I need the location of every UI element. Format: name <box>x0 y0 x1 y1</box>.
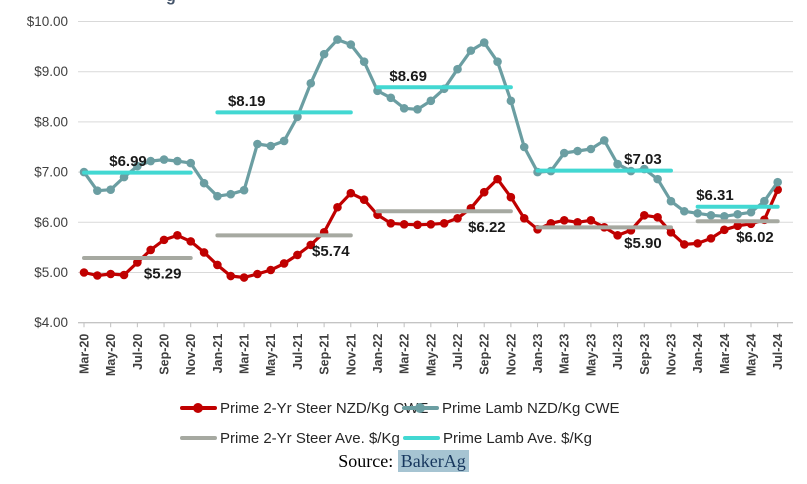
svg-text:$5.29: $5.29 <box>144 265 182 282</box>
svg-text:Sep-20: Sep-20 <box>158 334 172 375</box>
svg-text:$6.22: $6.22 <box>468 219 506 236</box>
svg-text:$6.99: $6.99 <box>109 153 147 170</box>
average-line-labels: $5.29 $5.74 $6.22 $5.90 $6.02 $6.99 $8.19 $8.69… <box>109 68 774 283</box>
svg-text:May-20: May-20 <box>104 334 118 376</box>
svg-text:Jul-24: Jul-24 <box>771 334 785 370</box>
svg-text:Nov-22: Nov-22 <box>504 334 518 376</box>
svg-text:Jul-21: Jul-21 <box>291 334 305 370</box>
svg-text:$7.03: $7.03 <box>624 151 662 168</box>
svg-text:Sep-23: Sep-23 <box>638 334 652 375</box>
steer-average-swatch-icon <box>180 429 217 447</box>
gridlines <box>78 21 793 324</box>
svg-text:$8.00: $8.00 <box>34 114 68 129</box>
svg-text:May-24: May-24 <box>745 334 759 376</box>
steer-series-swatch-icon <box>180 399 217 417</box>
svg-text:$8.69: $8.69 <box>389 68 427 85</box>
svg-text:Jan-21: Jan-21 <box>211 334 225 374</box>
svg-text:Nov-23: Nov-23 <box>664 334 678 376</box>
svg-text:Sep-21: Sep-21 <box>318 334 332 375</box>
svg-text:$7.00: $7.00 <box>34 165 68 180</box>
svg-text:Jan-24: Jan-24 <box>691 334 705 374</box>
price-line-chart: $10.00 $9.00 $8.00 $7.00 $6.00 $5.00 $4.00 Mar-… <box>27 14 793 376</box>
svg-text:Mar-23: Mar-23 <box>558 334 572 374</box>
svg-text:Mar-20: Mar-20 <box>78 334 92 374</box>
legend-item-lamb-average: Prime Lamb Ave. $/Kg <box>403 429 592 447</box>
svg-text:$9.00: $9.00 <box>34 64 68 79</box>
svg-text:$6.00: $6.00 <box>34 215 68 230</box>
svg-text:$6.02: $6.02 <box>736 229 774 246</box>
legend-item-steer-series: Prime 2-Yr Steer NZD/Kg CWE <box>180 399 428 417</box>
svg-text:$5.74: $5.74 <box>312 243 350 260</box>
legend-dot-shape <box>415 403 425 413</box>
svg-text:Nov-21: Nov-21 <box>344 334 358 376</box>
legend-line-shape <box>180 436 217 440</box>
svg-text:Jul-20: Jul-20 <box>131 334 145 370</box>
svg-text:Mar-24: Mar-24 <box>718 334 732 374</box>
legend-dot-shape <box>193 403 203 413</box>
svg-text:Jan-23: Jan-23 <box>531 334 545 374</box>
svg-text:Jan-22: Jan-22 <box>371 334 385 374</box>
legend-line-shape <box>403 436 440 440</box>
lamb-series <box>79 35 782 221</box>
svg-text:$4.00: $4.00 <box>34 315 68 330</box>
legend-label: Prime Lamb NZD/Kg CWE <box>442 399 620 417</box>
svg-text:$8.19: $8.19 <box>228 93 266 110</box>
svg-text:Mar-22: Mar-22 <box>398 334 412 374</box>
chart-title-fragment: g <box>166 0 196 6</box>
y-axis-labels: $10.00 $9.00 $8.00 $7.00 $6.00 $5.00 $4.00 <box>27 14 68 330</box>
x-axis: Mar-20 May-20 Jul-20 Sep-20 Nov-20 Jan-21 Mar-… <box>78 322 793 376</box>
legend-item-steer-average: Prime 2-Yr Steer Ave. $/Kg <box>180 429 400 447</box>
source-line: Source: BakerAg <box>0 450 807 472</box>
svg-text:$5.90: $5.90 <box>624 235 662 252</box>
svg-text:Mar-21: Mar-21 <box>238 334 252 374</box>
steer-series <box>79 174 782 282</box>
legend-label: Prime Lamb Ave. $/Kg <box>443 429 592 447</box>
legend-label: Prime 2-Yr Steer Ave. $/Kg <box>220 429 400 447</box>
svg-text:Jul-23: Jul-23 <box>611 334 625 370</box>
legend-item-lamb-series: Prime Lamb NZD/Kg CWE <box>402 399 620 417</box>
source-link[interactable]: BakerAg <box>397 450 469 472</box>
svg-text:May-21: May-21 <box>264 334 278 376</box>
svg-text:$10.00: $10.00 <box>27 14 68 29</box>
lamb-series-swatch-icon <box>402 399 439 417</box>
chart-title-fragment-text: g <box>166 0 176 6</box>
legend-label: Prime 2-Yr Steer NZD/Kg CWE <box>220 399 429 417</box>
svg-text:Nov-20: Nov-20 <box>184 334 198 376</box>
source-prefix: Source: <box>338 451 398 471</box>
svg-text:Sep-22: Sep-22 <box>478 334 492 375</box>
lamb-average-swatch-icon <box>403 429 440 447</box>
average-lines <box>82 85 780 260</box>
svg-text:May-23: May-23 <box>584 334 598 376</box>
svg-text:$5.00: $5.00 <box>34 265 68 280</box>
svg-text:Jul-22: Jul-22 <box>451 334 465 370</box>
svg-text:$6.31: $6.31 <box>696 187 734 204</box>
svg-text:May-22: May-22 <box>424 334 438 376</box>
